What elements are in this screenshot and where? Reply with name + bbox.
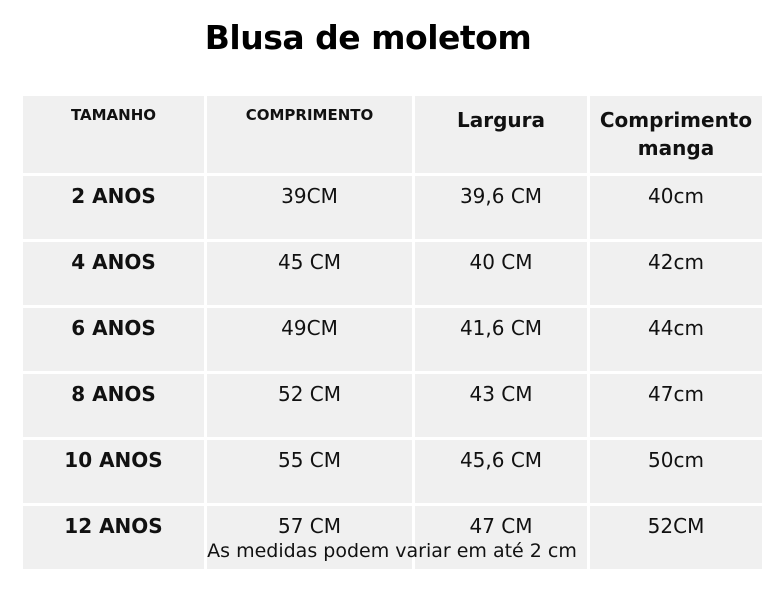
size-cell: 10 ANOS <box>23 440 204 503</box>
size-cell: 8 ANOS <box>23 374 204 437</box>
header-comprimento: COMPRIMENTO <box>207 96 412 173</box>
largura-cell: 47 CM <box>415 506 587 569</box>
table-row: 6 ANOS 49CM 41,6 CM 44cm <box>23 308 762 371</box>
size-table: TAMANHO COMPRIMENTO Largura Comprimento … <box>20 93 765 572</box>
comprimento-cell: 52 CM <box>207 374 412 437</box>
size-cell: 4 ANOS <box>23 242 204 305</box>
comprimento-cell: 39CM <box>207 176 412 239</box>
comprimento-cell: 55 CM <box>207 440 412 503</box>
manga-cell: 44cm <box>590 308 762 371</box>
largura-cell: 45,6 CM <box>415 440 587 503</box>
table-header-row: TAMANHO COMPRIMENTO Largura Comprimento … <box>23 96 762 173</box>
manga-cell: 52CM <box>590 506 762 569</box>
largura-cell: 40 CM <box>415 242 587 305</box>
size-cell: 2 ANOS <box>23 176 204 239</box>
manga-cell: 40cm <box>590 176 762 239</box>
table-row: 12 ANOS 57 CM 47 CM 52CM <box>23 506 762 569</box>
largura-cell: 41,6 CM <box>415 308 587 371</box>
footnote: As medidas podem variar em até 2 cm <box>207 540 577 562</box>
table-row: 8 ANOS 52 CM 43 CM 47cm <box>23 374 762 437</box>
largura-cell: 43 CM <box>415 374 587 437</box>
manga-cell: 47cm <box>590 374 762 437</box>
largura-cell: 39,6 CM <box>415 176 587 239</box>
manga-cell: 50cm <box>590 440 762 503</box>
manga-cell: 42cm <box>590 242 762 305</box>
header-largura: Largura <box>415 96 587 173</box>
page-title: Blusa de moletom <box>204 18 532 57</box>
header-comprimento-manga: Comprimento manga <box>590 96 762 173</box>
comprimento-cell: 57 CM <box>207 506 412 569</box>
size-cell: 12 ANOS <box>23 506 204 569</box>
table-row: 2 ANOS 39CM 39,6 CM 40cm <box>23 176 762 239</box>
table-row: 4 ANOS 45 CM 40 CM 42cm <box>23 242 762 305</box>
size-cell: 6 ANOS <box>23 308 204 371</box>
comprimento-cell: 45 CM <box>207 242 412 305</box>
header-tamanho: TAMANHO <box>23 96 204 173</box>
comprimento-cell: 49CM <box>207 308 412 371</box>
table-row: 10 ANOS 55 CM 45,6 CM 50cm <box>23 440 762 503</box>
